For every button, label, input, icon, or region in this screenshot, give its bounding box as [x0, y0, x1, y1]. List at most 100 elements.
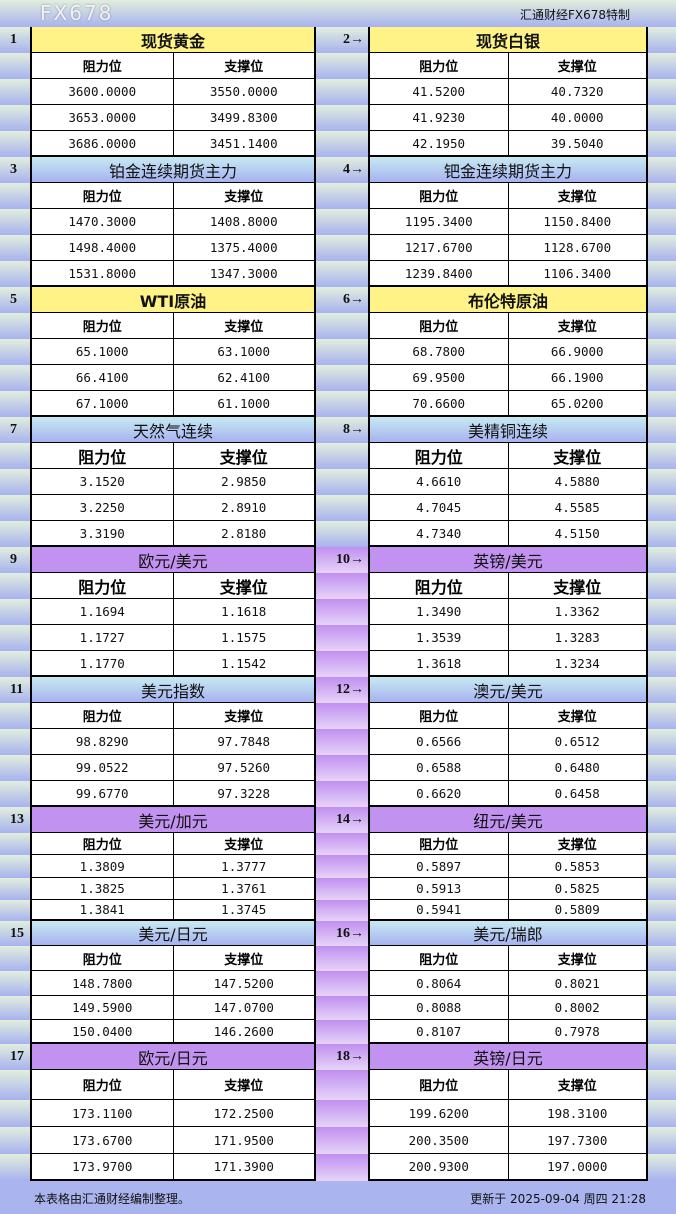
table-row: 69.9500 66.1900	[370, 365, 646, 391]
gutter-cell	[316, 651, 368, 677]
instrument-panel: 铂金连续期货主力 阻力位 支撑位 1470.3000 1408.8000 1498.400…	[30, 157, 316, 287]
table-row: 1.1727 1.1575	[32, 625, 314, 651]
table-row: 150.0400 146.2600	[32, 1020, 314, 1044]
section-number: 15	[0, 921, 30, 946]
support-header: 支撑位	[172, 443, 315, 468]
right-margin-cell	[648, 547, 676, 573]
resistance-value: 0.6566	[416, 734, 462, 749]
right-margin-cell	[648, 900, 676, 921]
support-value: 0.5809	[507, 900, 647, 919]
instrument-panel: 美元/日元 阻力位 支撑位 148.7800 147.5200 149.5900 147.0…	[30, 921, 316, 1044]
support-value: 1.1575	[172, 625, 315, 650]
support-value: 1.3283	[507, 625, 647, 650]
instrument-panel: 美元/加元 阻力位 支撑位 1.3809 1.3777 1.3825 1.3761 1.384…	[30, 807, 316, 921]
support-value: 1.1542	[172, 651, 315, 675]
support-header: 支撑位	[507, 443, 647, 468]
instrument-panel: 英镑/美元 阻力位 支撑位 1.3490 1.3362 1.3539 1.3283 1.361…	[368, 547, 648, 677]
resistance-header: 阻力位	[82, 320, 122, 335]
right-margin-cell	[648, 365, 676, 391]
table-row: 149.5900 147.0700	[32, 996, 314, 1020]
table-row: 1.3809 1.3777	[32, 855, 314, 878]
right-margin-cell	[648, 946, 676, 971]
section-number: 5	[0, 287, 30, 313]
resistance-value: 0.5913	[416, 881, 462, 896]
resistance-value: 4.7045	[416, 500, 462, 515]
gutter-cell	[0, 105, 30, 131]
support-value: 3550.0000	[172, 79, 315, 104]
section-number: 3	[0, 157, 30, 183]
column-header-row: 阻力位 支撑位	[370, 53, 646, 79]
instrument-title: 布伦特原油	[370, 287, 646, 313]
right-margin-cell	[648, 781, 676, 807]
resistance-header: 阻力位	[82, 952, 122, 968]
column-header-row: 阻力位 支撑位	[32, 53, 314, 79]
support-value: 0.8002	[507, 996, 647, 1019]
instrument-panel: 纽元/美元 阻力位 支撑位 0.5897 0.5853 0.5913 0.5825 0.594…	[368, 807, 648, 921]
support-header: 支撑位	[507, 703, 647, 728]
resistance-value: 42.1950	[412, 135, 466, 151]
gutter-cell	[316, 599, 368, 625]
support-value: 2.8910	[172, 495, 315, 520]
resistance-value: 99.0522	[75, 760, 129, 775]
instrument-panel: 美精铜连续 阻力位 支撑位 4.6610 4.5880 4.7045 4.5585 4.734…	[368, 417, 648, 547]
gutter-cell	[0, 781, 30, 807]
support-value: 4.5880	[507, 469, 647, 494]
instrument-title: WTI原油	[32, 287, 314, 313]
section-number: 10→	[316, 547, 368, 573]
support-value: 1.3777	[172, 855, 315, 877]
table-row: 3.2250 2.8910	[32, 495, 314, 521]
gutter-cell	[316, 971, 368, 996]
gutter-cell	[316, 1127, 368, 1154]
gutter-cell	[316, 996, 368, 1020]
right-margin-cell	[648, 573, 676, 599]
support-value: 2.8180	[172, 521, 315, 545]
gutter-cell	[316, 573, 368, 599]
resistance-value: 1.3841	[79, 902, 125, 917]
gutter-cell	[0, 469, 30, 495]
support-header: 支撑位	[172, 53, 315, 78]
resistance-header: 阻力位	[419, 1079, 459, 1094]
resistance-value: 150.0400	[72, 1023, 133, 1039]
resistance-header: 阻力位	[419, 952, 459, 968]
section-number: 7	[0, 417, 30, 443]
section-number: 14→	[316, 807, 368, 833]
instrument-panel: 现货黄金 阻力位 支撑位 3600.0000 3550.0000 3653.0000 349…	[30, 27, 316, 157]
instrument-panel: 天然气连续 阻力位 支撑位 3.1520 2.9850 3.2250 2.8910 3.319…	[30, 417, 316, 547]
table-row: 1470.3000 1408.8000	[32, 209, 314, 235]
column-header-row: 阻力位 支撑位	[370, 703, 646, 729]
instrument-panel: WTI原油 阻力位 支撑位 65.1000 63.1000 66.4100 62.4100 6…	[30, 287, 316, 417]
section-number: 17	[0, 1044, 30, 1070]
right-margin-cell	[648, 1100, 676, 1127]
support-value: 2.9850	[172, 469, 315, 494]
support-value: 1375.4000	[172, 235, 315, 260]
right-margin-cell	[648, 339, 676, 365]
gutter-cell	[0, 53, 30, 79]
gutter-cell	[0, 878, 30, 900]
gutter-cell	[0, 339, 30, 365]
resistance-value: 1.3539	[416, 630, 462, 645]
support-value: 40.7320	[507, 79, 647, 104]
gutter-cell	[0, 443, 30, 469]
instrument-title: 欧元/日元	[32, 1044, 314, 1070]
support-header: 支撑位	[172, 946, 315, 970]
table-row: 0.5897 0.5853	[370, 855, 646, 878]
gutter-cell	[316, 625, 368, 651]
support-value: 147.0700	[172, 996, 315, 1019]
resistance-value: 4.7340	[416, 525, 462, 541]
gutter-cell	[0, 1070, 30, 1100]
section-number: 9	[0, 547, 30, 573]
instrument-panel: 布伦特原油 阻力位 支撑位 68.7800 66.9000 69.9500 66.1900 7…	[368, 287, 648, 417]
support-value: 97.5260	[172, 755, 315, 780]
gutter-cell	[0, 495, 30, 521]
right-margin-cell	[648, 131, 676, 157]
instrument-panel: 钯金连续期货主力 阻力位 支撑位 1195.3400 1150.8400 1217.670…	[368, 157, 648, 287]
gutter-cell	[316, 1154, 368, 1181]
support-value: 4.5150	[507, 521, 647, 545]
table-row: 1.3825 1.3761	[32, 878, 314, 900]
resistance-value: 149.5900	[72, 1000, 133, 1015]
support-header: 支撑位	[507, 1070, 647, 1099]
instrument-panel: 现货白银 阻力位 支撑位 41.5200 40.7320 41.9230 40.0000 42…	[368, 27, 648, 157]
resistance-value: 3.2250	[79, 500, 125, 515]
right-margin-cell	[648, 209, 676, 235]
table-row: 99.6770 97.3228	[32, 781, 314, 807]
